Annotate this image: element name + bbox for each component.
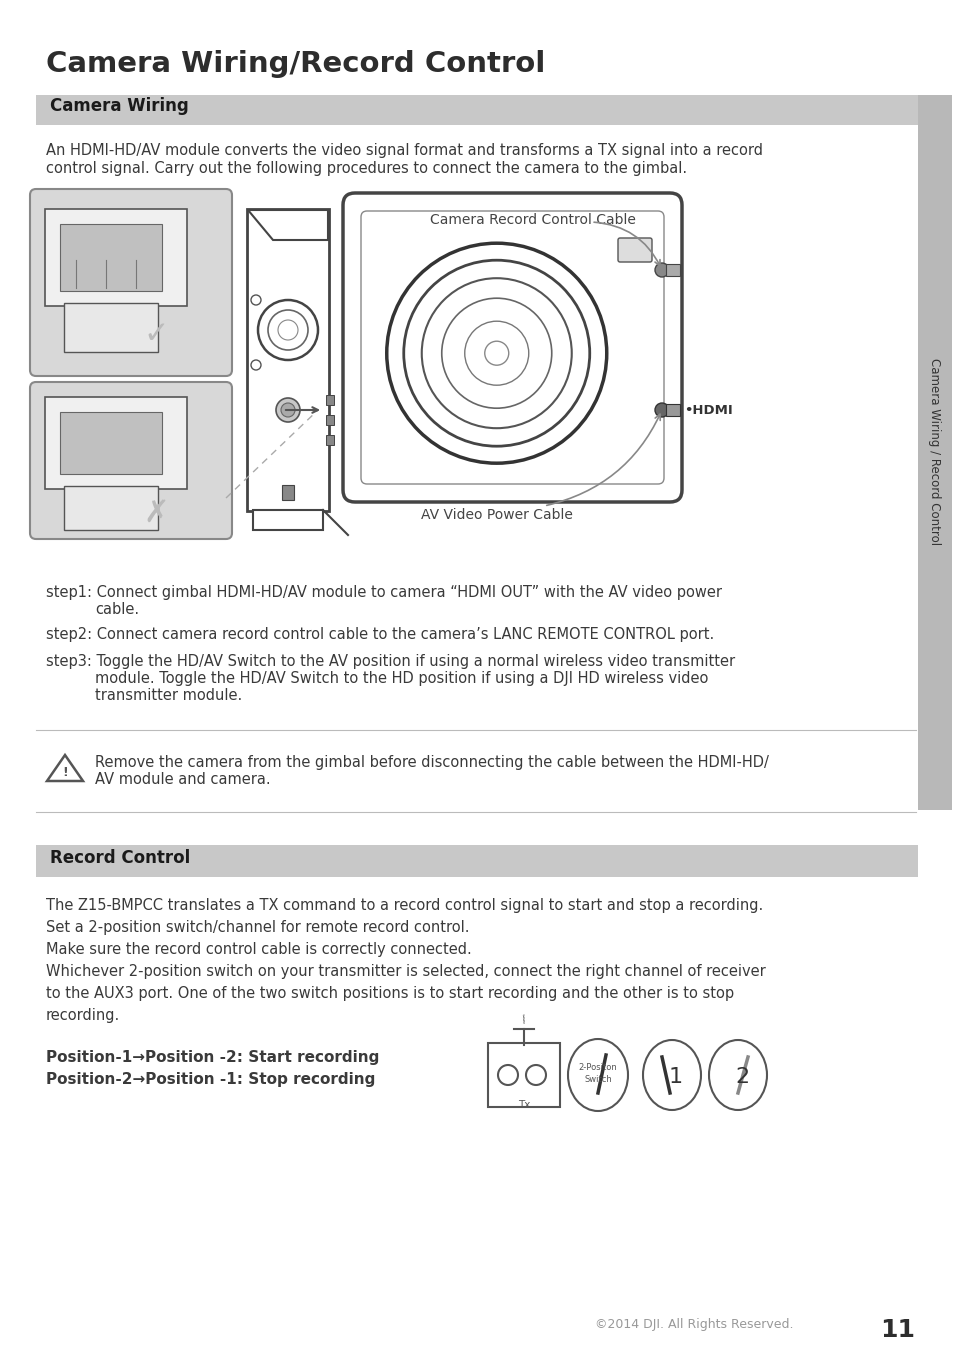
Ellipse shape: [642, 1040, 700, 1110]
Text: Camera Record Control Cable: Camera Record Control Cable: [429, 213, 635, 227]
Text: step2: Connect camera record control cable to the camera’s LANC REMOTE CONTROL p: step2: Connect camera record control cab…: [46, 627, 714, 642]
Text: Whichever 2-position switch on your transmitter is selected, connect the right c: Whichever 2-position switch on your tran…: [46, 964, 765, 979]
Text: cable.: cable.: [95, 603, 139, 617]
Text: Camera Wiring / Record Control: Camera Wiring / Record Control: [927, 359, 941, 546]
Text: 2: 2: [734, 1067, 748, 1087]
FancyBboxPatch shape: [618, 238, 651, 263]
Text: An HDMI-HD/AV module converts the video signal format and transforms a TX signal: An HDMI-HD/AV module converts the video …: [46, 144, 762, 158]
Bar: [36, 845, 917, 877]
Bar: [917, 95, 951, 810]
Text: ✗: ✗: [143, 498, 169, 528]
Text: control signal. Carry out the following procedures to connect the camera to the : control signal. Carry out the following …: [46, 161, 686, 176]
Polygon shape: [248, 210, 328, 240]
Text: The Z15-BMPCC translates a TX command to a record control signal to start and st: The Z15-BMPCC translates a TX command to…: [46, 898, 762, 913]
Text: step1: Connect gimbal HDMI-HD/AV module to camera “HDMI OUT” with the AV video p: step1: Connect gimbal HDMI-HD/AV module …: [46, 585, 721, 600]
Text: 11: 11: [879, 1317, 914, 1342]
Text: recording.: recording.: [46, 1007, 120, 1024]
Bar: [326, 435, 334, 445]
Text: Position-1→Position -2: Start recording: Position-1→Position -2: Start recording: [46, 1049, 379, 1066]
Circle shape: [251, 360, 261, 370]
Ellipse shape: [708, 1040, 766, 1110]
FancyBboxPatch shape: [343, 194, 681, 502]
Text: 1: 1: [668, 1067, 682, 1087]
Bar: [326, 395, 334, 405]
Text: Record Control: Record Control: [50, 849, 190, 867]
FancyBboxPatch shape: [45, 397, 187, 489]
FancyBboxPatch shape: [360, 211, 663, 483]
Text: Camera Wiring: Camera Wiring: [50, 97, 189, 115]
FancyBboxPatch shape: [30, 190, 232, 376]
Bar: [326, 414, 334, 425]
Text: Set a 2-position switch/channel for remote record control.: Set a 2-position switch/channel for remo…: [46, 919, 469, 936]
Circle shape: [655, 263, 668, 278]
FancyBboxPatch shape: [45, 209, 187, 306]
Text: Camera Wiring/Record Control: Camera Wiring/Record Control: [46, 50, 545, 79]
Text: ©2014 DJI. All Rights Reserved.: ©2014 DJI. All Rights Reserved.: [595, 1317, 793, 1331]
Text: Make sure the record control cable is correctly connected.: Make sure the record control cable is co…: [46, 942, 471, 957]
Circle shape: [281, 403, 294, 417]
Bar: [36, 95, 917, 125]
Text: step3: Toggle the HD/AV Switch to the AV position if using a normal wireless vid: step3: Toggle the HD/AV Switch to the AV…: [46, 654, 735, 669]
FancyBboxPatch shape: [30, 382, 232, 539]
Text: Position-2→Position -1: Stop recording: Position-2→Position -1: Stop recording: [46, 1072, 375, 1087]
FancyBboxPatch shape: [64, 486, 158, 529]
Text: module. Toggle the HD/AV Switch to the HD position if using a DJI HD wireless vi: module. Toggle the HD/AV Switch to the H…: [95, 672, 708, 686]
Text: transmitter module.: transmitter module.: [95, 688, 242, 703]
Text: AV module and camera.: AV module and camera.: [95, 772, 271, 787]
FancyBboxPatch shape: [60, 223, 162, 291]
Text: AV Video Power Cable: AV Video Power Cable: [420, 508, 572, 523]
FancyBboxPatch shape: [64, 303, 158, 352]
Bar: [282, 485, 294, 500]
Ellipse shape: [567, 1039, 627, 1112]
FancyBboxPatch shape: [665, 264, 679, 276]
Text: to the AUX3 port. One of the two switch positions is to start recording and the : to the AUX3 port. One of the two switch …: [46, 986, 734, 1001]
Circle shape: [655, 403, 668, 417]
Text: /: /: [520, 1014, 527, 1025]
Text: Tx: Tx: [517, 1099, 530, 1110]
Bar: [253, 510, 323, 529]
FancyBboxPatch shape: [247, 209, 329, 510]
FancyBboxPatch shape: [488, 1043, 559, 1108]
Circle shape: [251, 295, 261, 305]
Text: Switch: Switch: [583, 1075, 611, 1083]
Text: !: !: [62, 765, 68, 779]
Text: ✓: ✓: [143, 321, 169, 349]
Text: •HDMI: •HDMI: [683, 403, 732, 417]
FancyBboxPatch shape: [665, 403, 679, 416]
FancyBboxPatch shape: [60, 412, 162, 474]
Text: 2-Positon: 2-Positon: [578, 1063, 617, 1071]
Text: Remove the camera from the gimbal before disconnecting the cable between the HDM: Remove the camera from the gimbal before…: [95, 756, 768, 770]
Circle shape: [275, 398, 299, 422]
Polygon shape: [47, 756, 83, 781]
